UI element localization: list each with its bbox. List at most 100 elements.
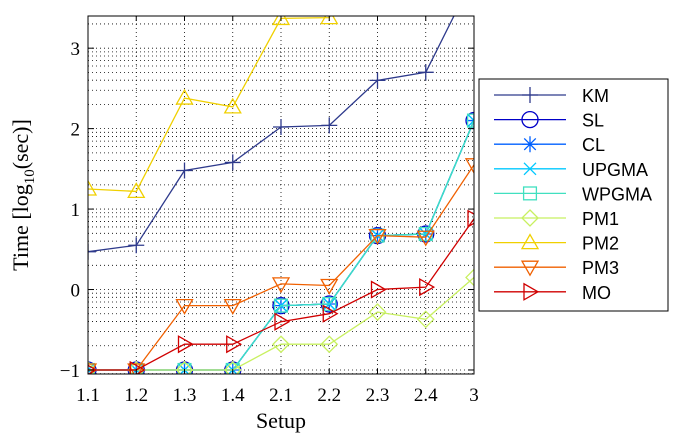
- x-axis-title: Setup: [256, 408, 306, 433]
- point-marker: [271, 277, 291, 294]
- point-marker: [417, 64, 434, 81]
- point-marker: [273, 298, 289, 313]
- point-marker: [127, 363, 146, 374]
- point-marker: [416, 310, 435, 329]
- point-marker: [320, 16, 339, 25]
- point-marker: [271, 16, 291, 26]
- point-marker: [467, 209, 474, 228]
- point-marker: [177, 335, 194, 354]
- series-pm1: [88, 268, 474, 374]
- point-marker: [127, 182, 146, 199]
- point-marker: [128, 237, 145, 254]
- x-tick-label: 1.3: [173, 385, 197, 406]
- legend-label: WPGMA: [582, 184, 652, 204]
- plot-background: [88, 16, 474, 374]
- point-marker: [419, 277, 436, 297]
- x-tick-label: 2.1: [269, 385, 293, 406]
- series-line: [88, 218, 474, 371]
- legend-label: CL: [582, 135, 605, 155]
- point-marker: [223, 361, 242, 374]
- point-marker: [521, 209, 539, 227]
- point-marker: [322, 296, 337, 312]
- legend-item-upgma: UPGMA: [494, 160, 648, 180]
- y-tick-labels: −1 0 1 2 3: [60, 39, 80, 382]
- legend-item-wpgma: WPGMA: [494, 184, 652, 204]
- legend-item-pm1: PM1: [494, 209, 619, 229]
- legend-label: UPGMA: [582, 160, 648, 180]
- legend-item-mo: MO: [494, 282, 611, 303]
- legend-label: PM3: [582, 258, 619, 278]
- x-tick-label: 1.1: [76, 385, 100, 406]
- point-marker: [273, 119, 289, 136]
- point-marker: [369, 72, 386, 89]
- legend-label: KM: [582, 86, 609, 106]
- point-marker: [467, 114, 474, 128]
- y-axis-title-subscript: 10: [22, 169, 38, 184]
- legend: KM SL CL UPGMA WPGMA PM1 PM2 PM3 MO: [478, 78, 669, 312]
- y-tick-label: 1: [71, 200, 81, 221]
- x-tick-label: 1.4: [221, 385, 245, 406]
- point-marker: [223, 97, 242, 114]
- x-tick-labels: 1.1 1.2 1.3 1.4 2.1 2.2 2.3 2.4 3: [76, 385, 479, 406]
- legend-item-pm3: PM3: [494, 258, 619, 278]
- point-marker: [368, 228, 387, 245]
- legend-item-pm2: PM2: [494, 233, 619, 254]
- point-marker: [176, 162, 193, 179]
- x-tick-label: 1.2: [124, 385, 148, 406]
- legend-item-cl: CL: [494, 135, 605, 155]
- x-tick-label: 2.2: [317, 385, 341, 406]
- legend-label: MO: [582, 283, 611, 303]
- series-pm3: [88, 158, 474, 374]
- point-marker: [272, 335, 290, 354]
- point-marker: [274, 312, 291, 331]
- point-marker: [368, 303, 387, 321]
- point-marker: [521, 110, 539, 129]
- y-tick-label: 0: [71, 281, 81, 302]
- legend-label: SL: [582, 111, 604, 131]
- point-marker: [175, 298, 194, 315]
- point-marker: [320, 278, 339, 295]
- point-marker: [320, 335, 339, 354]
- point-marker: [88, 361, 97, 374]
- x-tick-label: 3: [469, 385, 479, 406]
- y-axis-title-unit: (sec)]: [8, 119, 33, 169]
- point-marker: [522, 186, 538, 201]
- point-marker: [465, 268, 474, 287]
- x-tick-label: 2.4: [414, 385, 438, 406]
- point-marker: [520, 260, 540, 277]
- point-marker: [224, 154, 241, 171]
- y-axis-title: Time [log10(sec)]: [8, 119, 38, 271]
- point-marker: [466, 113, 474, 128]
- series-line: [88, 277, 474, 371]
- y-tick-label: 3: [71, 39, 81, 60]
- point-marker: [175, 361, 194, 374]
- legend-item-km: KM: [494, 86, 609, 106]
- point-marker: [322, 304, 339, 323]
- point-marker: [88, 363, 98, 374]
- point-marker: [370, 280, 387, 299]
- point-marker: [88, 179, 98, 196]
- legend-box: [478, 78, 669, 312]
- point-marker: [520, 233, 540, 250]
- series-line: [88, 164, 474, 371]
- point-marker: [226, 335, 243, 354]
- x-tick-label: 2.3: [366, 385, 390, 406]
- point-marker: [175, 88, 194, 105]
- point-marker: [321, 117, 338, 134]
- point-marker: [523, 162, 537, 176]
- point-marker: [88, 243, 96, 260]
- y-tick-label: −1: [60, 361, 80, 382]
- legend-label: PM1: [582, 209, 619, 229]
- legend-label: PM2: [582, 234, 619, 254]
- legend-item-sl: SL: [494, 111, 604, 131]
- y-tick-label: 2: [71, 120, 81, 141]
- point-marker: [523, 282, 540, 301]
- point-marker: [522, 87, 538, 103]
- series-km: [88, 16, 455, 260]
- y-axis-title-main: Time [log: [8, 184, 33, 271]
- point-marker: [223, 298, 242, 315]
- point-marker: [416, 230, 435, 247]
- point-marker: [464, 158, 474, 175]
- point-marker: [522, 136, 538, 153]
